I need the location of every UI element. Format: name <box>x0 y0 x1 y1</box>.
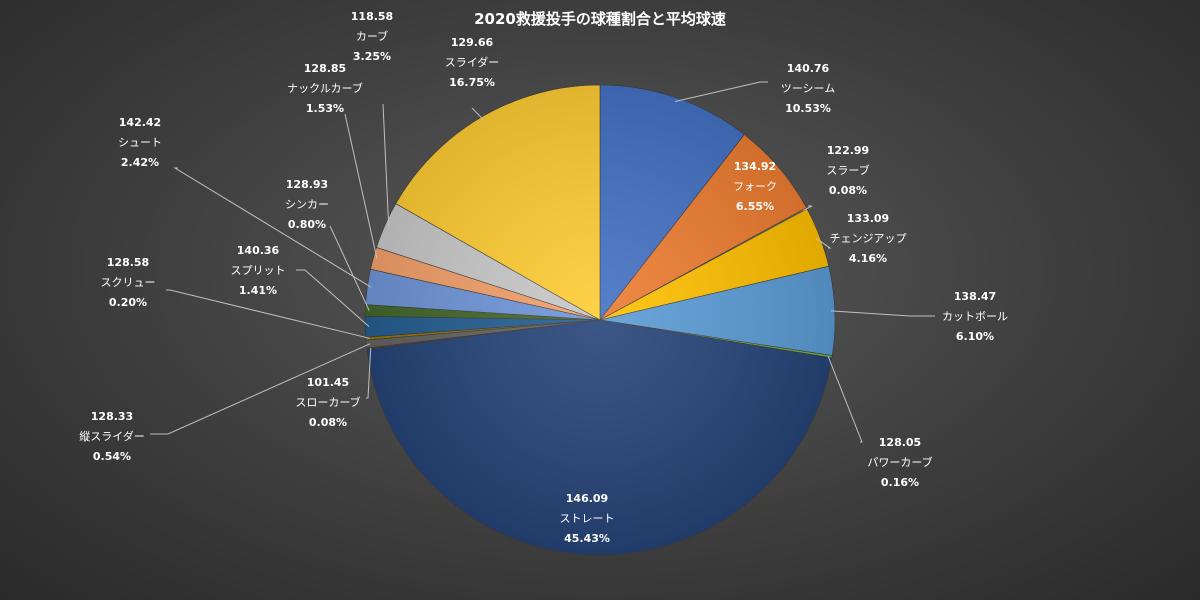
data-label-percent-14: 1.53% <box>306 102 344 115</box>
data-label-percent-11: 1.41% <box>239 284 277 297</box>
leader-line-11 <box>296 269 370 327</box>
data-label-name-14: ナックルカーブ <box>287 81 363 95</box>
data-label-name-9: 縦スライダー <box>79 429 145 443</box>
data-label-percent-12: 0.80% <box>288 218 326 231</box>
leader-line-15 <box>382 103 390 227</box>
leader-line-8 <box>366 348 372 399</box>
data-label-percent-6: 0.16% <box>881 476 919 489</box>
data-label-percent-7: 45.43% <box>564 532 610 545</box>
data-label-speed-15: 118.58 <box>351 10 393 23</box>
data-label-name-8: スローカーブ <box>295 395 360 409</box>
data-label-name-5: カットボール <box>942 310 1008 323</box>
data-label-name-12: シンカー <box>285 198 329 211</box>
leader-line-13 <box>173 167 372 288</box>
leader-line-3 <box>803 205 813 211</box>
data-label-percent-15: 3.25% <box>353 50 391 63</box>
data-label-name-4: チェンジアップ <box>830 232 907 245</box>
data-label-percent-10: 0.20% <box>109 296 147 309</box>
data-label-name-3: スラーブ <box>826 163 869 177</box>
data-label-speed-16: 129.66 <box>451 36 494 49</box>
leader-line-12 <box>329 225 370 311</box>
data-label-speed-3: 122.99 <box>827 144 869 157</box>
chart-title: 2020救援投手の球種割合と平均球速 <box>474 10 726 28</box>
data-label-name-15: カーブ <box>356 29 388 43</box>
data-label-speed-1: 140.76 <box>787 62 830 75</box>
data-label-name-11: スプリット <box>231 264 286 277</box>
data-label-speed-10: 128.58 <box>107 256 149 269</box>
data-label-percent-3: 0.08% <box>829 184 867 197</box>
leader-line-4 <box>815 237 832 249</box>
data-label-name-6: パワーカーブ <box>867 455 932 469</box>
data-label-name-13: シュート <box>118 136 162 149</box>
leader-line-5 <box>830 310 935 317</box>
data-label-speed-9: 128.33 <box>91 410 133 423</box>
data-label-speed-12: 128.93 <box>286 178 328 191</box>
data-label-speed-14: 128.85 <box>304 62 346 75</box>
data-label-speed-11: 140.36 <box>237 244 280 257</box>
data-label-speed-7: 146.09 <box>566 492 608 505</box>
leader-line-14 <box>344 113 378 260</box>
data-label-percent-8: 0.08% <box>309 416 347 429</box>
label-leaders <box>150 81 935 443</box>
data-label-speed-6: 128.05 <box>879 436 921 449</box>
leader-line-6 <box>827 356 863 443</box>
data-label-speed-13: 142.42 <box>119 116 161 129</box>
data-label-percent-2: 6.55% <box>736 200 774 213</box>
data-labels: 140.76 ツーシーム 10.53% 134.92 フォーク 6.55% 122.99 スラ… <box>79 10 1008 545</box>
leader-line-9 <box>150 343 371 435</box>
data-label-speed-5: 138.47 <box>954 290 996 303</box>
leader-line-16 <box>471 107 485 121</box>
data-label-speed-8: 101.45 <box>307 376 349 389</box>
pie-slices <box>364 84 836 556</box>
data-label-percent-1: 10.53% <box>785 102 831 115</box>
data-label-name-7: ストレート <box>560 512 615 525</box>
data-label-percent-4: 4.16% <box>849 252 887 265</box>
data-label-speed-2: 134.92 <box>734 160 776 173</box>
leader-line-10 <box>166 289 370 339</box>
data-label-name-10: スクリュー <box>101 276 156 289</box>
data-label-percent-9: 0.54% <box>93 450 131 463</box>
data-label-percent-16: 16.75% <box>449 76 495 89</box>
data-label-name-16: スライダー <box>445 55 500 69</box>
data-label-percent-5: 6.10% <box>956 330 994 343</box>
data-label-name-1: ツーシーム <box>781 82 835 95</box>
data-label-name-2: フォーク <box>733 180 777 193</box>
data-label-percent-13: 2.42% <box>121 156 159 169</box>
leader-line-1 <box>674 81 768 102</box>
data-label-speed-4: 133.09 <box>847 212 889 225</box>
